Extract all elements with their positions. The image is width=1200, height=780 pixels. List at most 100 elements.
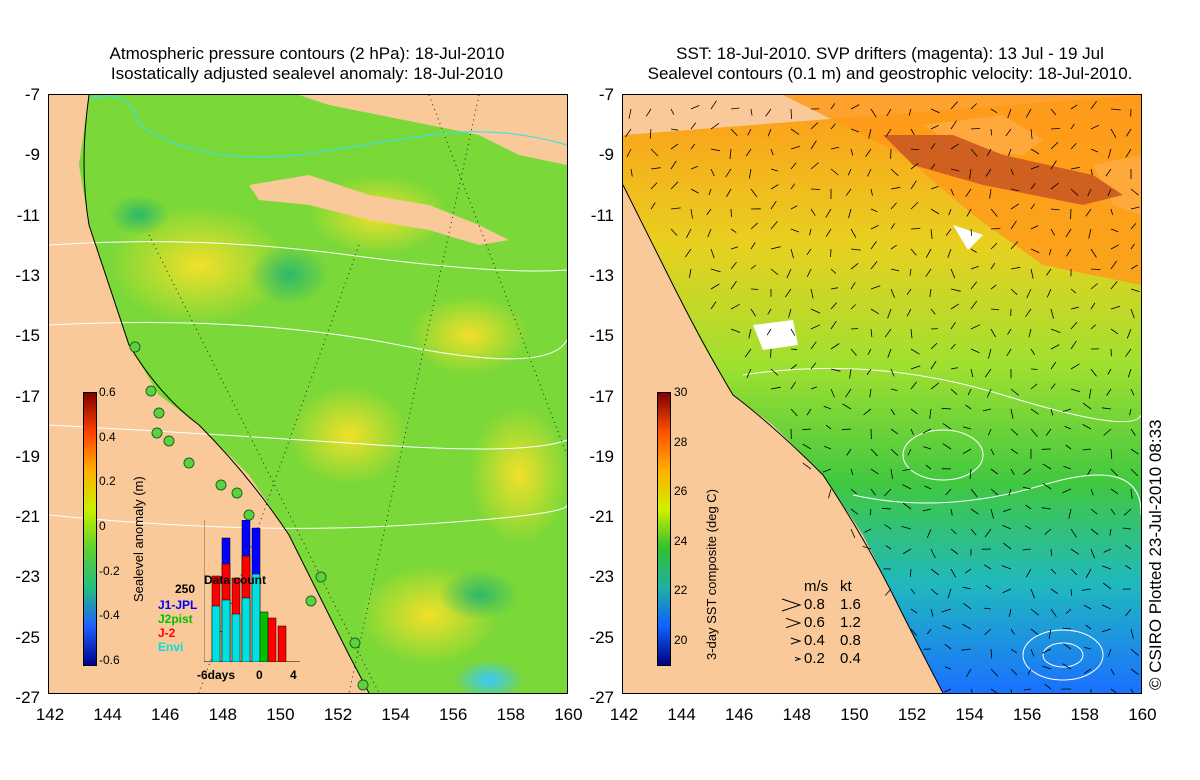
velocity-arrow — [810, 324, 821, 330]
velocity-arrow — [790, 183, 796, 190]
velocity-arrow — [884, 588, 892, 596]
right-colorbar-tick: 28 — [674, 434, 688, 449]
velocity-arrow — [1130, 188, 1139, 196]
velocity-arrow — [710, 168, 715, 177]
velocity-arrow — [988, 348, 992, 359]
velocity-arrow — [990, 262, 996, 270]
velocity-arrow — [645, 108, 652, 117]
velocity-arrow — [790, 328, 796, 336]
left-sealevel-map — [48, 94, 568, 694]
velocity-arrow — [745, 148, 752, 157]
velocity-arrow — [1125, 128, 1132, 137]
velocity-arrow — [790, 364, 797, 370]
velocity-arrow — [830, 168, 839, 176]
velocity-arrow — [710, 148, 720, 152]
velocity-arrow — [948, 208, 952, 216]
velocity-arrow — [766, 328, 772, 336]
velocity-arrow — [1010, 428, 1019, 436]
velocity-arrow — [845, 388, 852, 398]
velocity-arrow — [1130, 388, 1135, 396]
velocity-arrow — [1050, 328, 1061, 333]
velocity-arrow — [1042, 482, 1052, 490]
velocity-arrow — [1090, 488, 1094, 496]
velocity-arrow — [710, 283, 720, 290]
velocity-arrow — [770, 221, 778, 230]
velocity-arrow — [748, 168, 752, 179]
velocity-arrow — [850, 508, 859, 515]
velocity-arrow — [1107, 188, 1112, 196]
velocity-arrow — [1070, 123, 1075, 130]
velocity-arrow — [790, 145, 800, 150]
velocity-arrow — [1108, 148, 1112, 159]
y-tick-label: -23 — [589, 567, 614, 587]
velocity-arrow — [1050, 383, 1056, 390]
velocity-arrow — [910, 162, 919, 170]
velocity-arrow — [790, 381, 797, 390]
velocity-arrow — [710, 301, 717, 310]
velocity-arrow — [1070, 340, 1077, 350]
velocity-arrow — [790, 108, 792, 119]
left-colorbar-tick: 0 — [99, 519, 106, 533]
velocity-arrow — [890, 468, 893, 479]
velocity-arrow — [950, 321, 956, 330]
velocity-arrow — [1130, 243, 1135, 250]
left-map-graphic — [49, 95, 567, 693]
velocity-arrow — [670, 128, 679, 131]
velocity-arrow — [929, 288, 932, 298]
velocity-arrow — [884, 328, 892, 338]
velocity-key-kt: 1.2 — [840, 614, 861, 631]
velocity-key-ms: 0.2 — [804, 650, 825, 667]
velocity-arrow — [1124, 608, 1132, 617]
velocity-arrow — [970, 128, 981, 130]
velocity-arrow — [850, 248, 861, 251]
velocity-arrow — [809, 228, 812, 236]
y-tick-label: -27 — [589, 688, 614, 707]
velocity-arrow — [890, 202, 897, 210]
velocity-arrow — [950, 548, 959, 555]
velocity-arrow — [1130, 668, 1139, 675]
velocity-arrow — [1030, 588, 1035, 599]
velocity-arrow — [1023, 688, 1032, 691]
velocity-arrow — [950, 168, 960, 172]
left-colorbar-tick: 0.2 — [99, 474, 116, 489]
velocity-arrow — [649, 128, 652, 139]
y-tick-label: -7 — [24, 85, 40, 104]
velocity-arrow — [1010, 668, 1018, 676]
velocity-arrow — [1025, 108, 1032, 118]
velocity-arrow — [944, 666, 952, 670]
y-tick-label: -19 — [589, 446, 614, 466]
velocity-arrow — [1010, 168, 1014, 176]
velocity-key-arrow-icon — [790, 637, 802, 645]
velocity-arrow — [930, 125, 939, 130]
velocity-arrow — [850, 128, 859, 133]
velocity-arrow — [770, 200, 777, 210]
velocity-arrow — [1030, 248, 1040, 254]
velocity-arrow — [990, 648, 993, 659]
velocity-arrow — [729, 148, 732, 159]
velocity-arrow — [930, 308, 936, 315]
velocity-arrow — [1090, 124, 1100, 130]
velocity-arrow — [924, 485, 932, 490]
velocity-arrow — [950, 101, 958, 110]
credit-text: © CSIRO Plotted 23-Jul-2010 08:33 — [1146, 419, 1165, 690]
velocity-arrow — [1030, 648, 1035, 657]
velocity-arrow — [990, 228, 1001, 230]
velocity-arrow — [990, 488, 999, 496]
velocity-arrow — [1041, 507, 1052, 510]
velocity-arrow — [970, 148, 978, 157]
velocity-arrow — [770, 184, 779, 190]
velocity-arrow — [830, 268, 837, 274]
velocity-arrow — [690, 143, 696, 150]
velocity-arrow — [1041, 648, 1052, 654]
velocity-arrow — [1064, 425, 1072, 430]
velocity-arrow — [1050, 160, 1057, 170]
velocity-arrow — [707, 228, 712, 238]
velocity-arrow — [1008, 608, 1012, 617]
velocity-arrow — [910, 608, 918, 614]
velocity-arrow — [1082, 448, 1092, 451]
left-title-line1: Atmospheric pressure contours (2 hPa): 1… — [109, 44, 505, 63]
velocity-arrow — [885, 128, 892, 138]
velocity-arrow — [830, 388, 835, 398]
velocity-arrow — [1050, 588, 1059, 595]
data-count-ymax: 250 — [175, 582, 196, 596]
